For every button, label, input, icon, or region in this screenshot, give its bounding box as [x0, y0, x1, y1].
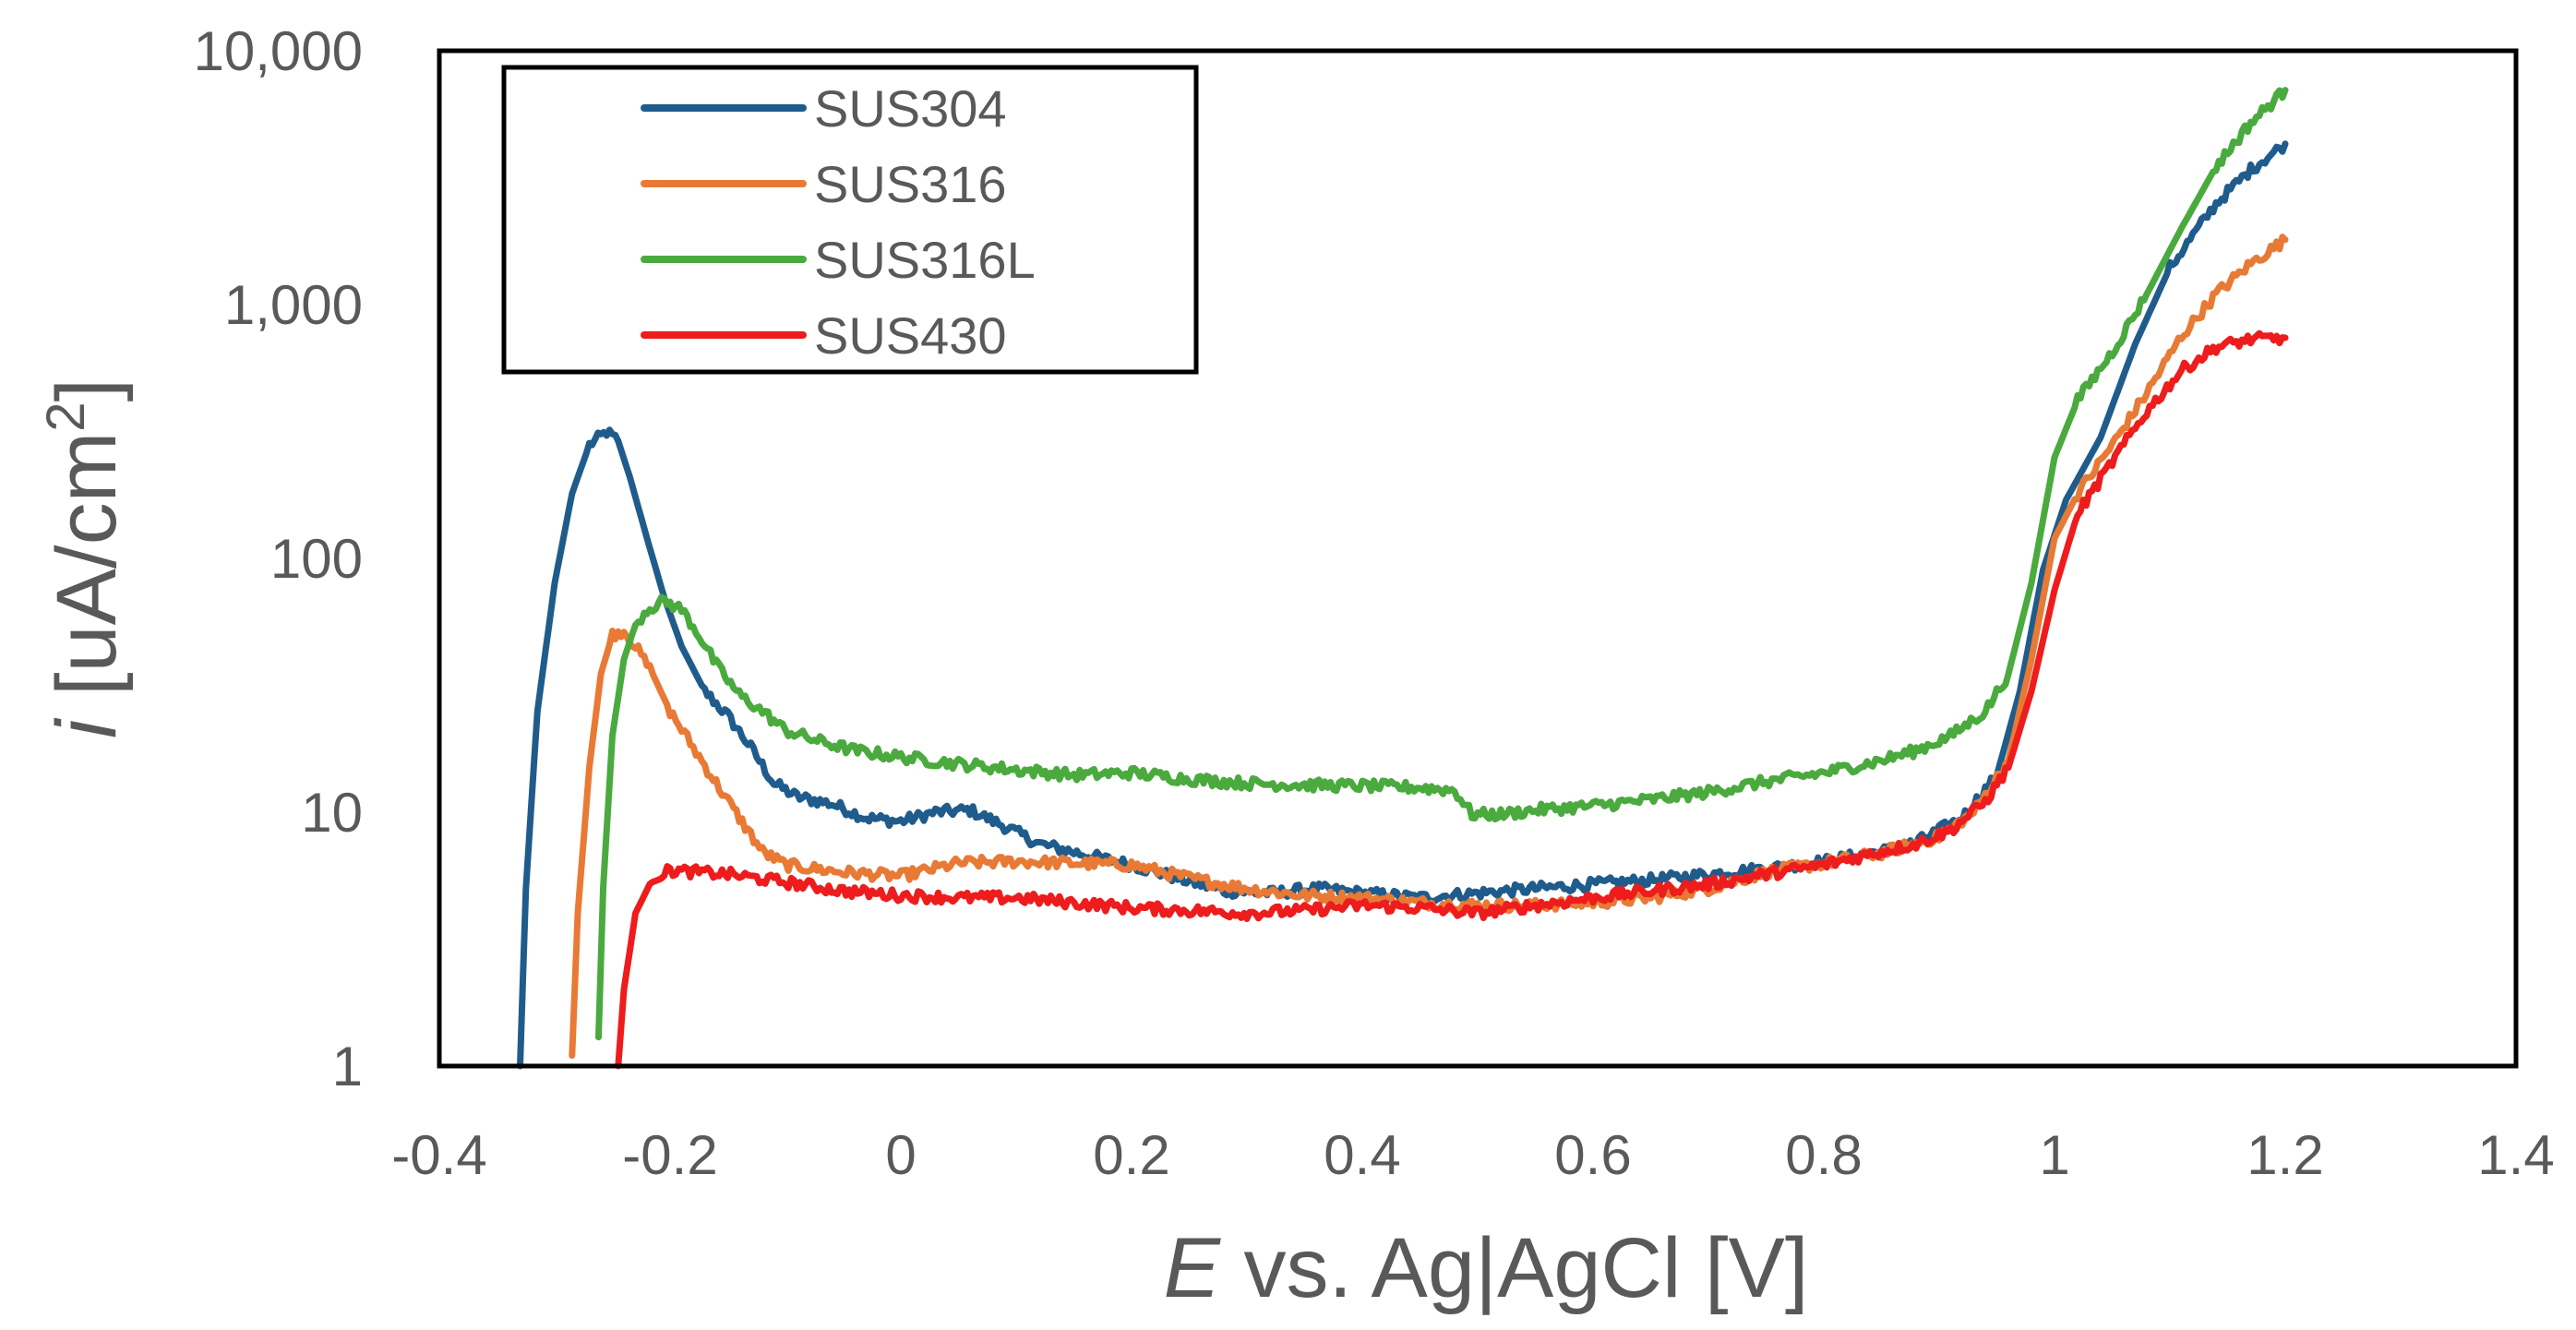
series-line-sus316l [595, 87, 2289, 1041]
y-tick-label: 10,000 [193, 20, 363, 82]
x-tick-label: -0.2 [622, 1124, 717, 1186]
legend-label-sus316: SUS316 [814, 155, 1007, 213]
y-tick-label: 1,000 [224, 274, 363, 336]
y-tick-label: 100 [270, 528, 363, 590]
y-axis-title-italic: i [40, 717, 134, 738]
x-tick-label: 1.2 [2247, 1124, 2323, 1186]
x-tick-label: 1 [2039, 1124, 2069, 1186]
y-tick-label: 1 [332, 1036, 363, 1097]
y-axis-title-close: ] [40, 378, 134, 402]
y-axis-title-superscript: 2 [36, 401, 96, 431]
plot-area-frame [437, 48, 2519, 1069]
x-axis-title-rest: vs. Ag|AgCl [V] [1220, 1221, 1809, 1315]
x-tick-label: 0.6 [1554, 1124, 1631, 1186]
y-axis-title-rest: [uA/cm [40, 432, 134, 720]
legend-label-sus316l: SUS316L [814, 231, 1036, 289]
x-tick-label: 0 [885, 1124, 916, 1186]
legend: SUS304 SUS316 SUS316L SUS430 [501, 65, 1199, 375]
legend-box [501, 65, 1199, 375]
series-line-sus430 [615, 330, 2289, 1070]
legend-label-sus430: SUS430 [814, 306, 1007, 365]
x-tick-label: 0.4 [1324, 1124, 1400, 1186]
legend-label-sus304: SUS304 [814, 79, 1007, 138]
x-tick-label: 1.4 [2477, 1124, 2554, 1186]
y-tick-label: 10 [301, 782, 363, 844]
x-tick-labels: -0.4 -0.2 0 0.2 0.4 0.6 0.8 1 1.2 1.4 [391, 1124, 2554, 1186]
y-tick-labels: 1 10 100 1,000 10,000 [193, 20, 363, 1097]
x-tick-label: 0.2 [1093, 1124, 1169, 1186]
x-axis-title: E vs. Ag|AgCl [V] [1164, 1221, 1809, 1315]
x-axis-title-italic: E [1164, 1221, 1222, 1315]
legend-entries: SUS304 SUS316 SUS316L SUS430 [641, 79, 1036, 365]
x-tick-label: -0.4 [391, 1124, 486, 1186]
series-layer [517, 87, 2289, 1070]
x-tick-label: 0.8 [1785, 1124, 1862, 1186]
y-axis-title: i [uA/cm2] [36, 378, 134, 738]
